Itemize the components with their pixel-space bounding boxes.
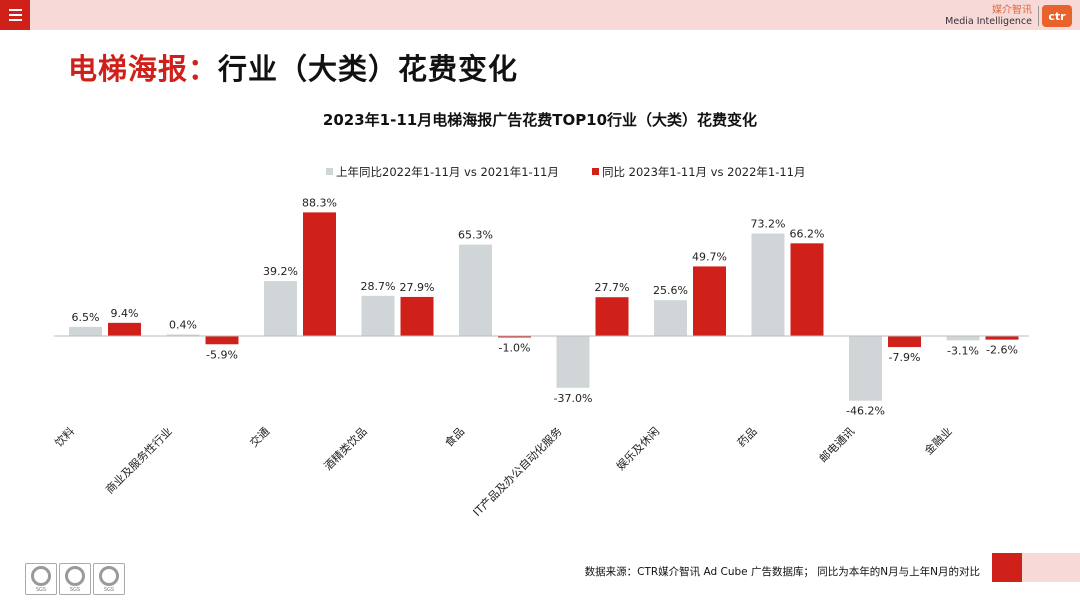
data-label: 65.3% <box>458 229 493 242</box>
data-source-note: 数据来源：CTR媒介智讯 Ad Cube 广告数据库； 同比为本年的N月与上年N… <box>584 566 980 578</box>
bar <box>303 212 336 336</box>
category-label: 金融业 <box>921 424 954 457</box>
menu-icon-line <box>8 9 22 11</box>
bar <box>361 295 395 336</box>
page-title-rest: 行业（大类）花费变化 <box>218 52 519 86</box>
bar-chart: 2023年1-11月电梯海报广告花费TOP10行业（大类）花费变化 上年同比20… <box>52 111 1029 519</box>
menu-icon-line <box>8 14 22 16</box>
bar <box>849 336 882 401</box>
bar <box>400 296 434 336</box>
page-title: 电梯海报：行业（大类）花费变化 <box>68 46 518 88</box>
footer-accent-block <box>992 553 1022 582</box>
chart-legend: 上年同比2022年1-11月 vs 2021年1-11月 同比 2023年1-11… <box>326 165 806 179</box>
chart-bars <box>69 212 1019 401</box>
bar <box>693 266 726 336</box>
data-label: 25.6% <box>653 284 688 297</box>
menu-icon-line <box>8 19 22 21</box>
data-label: -7.9% <box>889 351 921 364</box>
sgs-label: SGS <box>103 586 115 593</box>
sgs-seal-icon <box>65 565 85 586</box>
menu-button[interactable] <box>0 0 30 30</box>
data-label: 88.3% <box>302 196 337 209</box>
data-label: 39.2% <box>263 265 298 278</box>
sgs-badge: SGS <box>59 563 91 595</box>
legend-swatch <box>592 168 599 175</box>
bar <box>166 334 200 336</box>
data-label: -1.0% <box>499 342 531 355</box>
category-label: 邮电通讯 <box>817 425 857 465</box>
data-label: 9.4% <box>111 307 139 320</box>
sgs-badge: SGS <box>25 563 57 595</box>
bar <box>264 281 297 336</box>
legend-label: 上年同比2022年1-11月 vs 2021年1-11月 <box>336 165 559 179</box>
data-label: 28.7% <box>361 280 396 293</box>
top-bar <box>0 0 1080 30</box>
page-title-highlight: 电梯海报： <box>68 52 219 86</box>
data-label: -2.6% <box>986 344 1018 357</box>
data-label: 6.5% <box>72 311 100 324</box>
chart-data-labels: 6.5% 9.4% 0.4% -5.9% 39.2% 88.3% 28.7% 27.9% 65.… <box>72 196 1018 417</box>
sgs-label: SGS <box>35 586 47 593</box>
legend-label: 同比 2023年1-11月 vs 2022年1-11月 <box>602 165 806 179</box>
data-label: 27.9% <box>400 281 435 294</box>
bar <box>751 233 785 336</box>
data-label: 73.2% <box>751 218 786 231</box>
sgs-seal-icon <box>31 565 51 586</box>
data-label: 27.7% <box>595 281 630 294</box>
chart-category-labels: 饮料 商业及服务性行业 交通 酒精类饮品 食品 IT产品及办公自动化服务 娱乐及休闲 药品 邮电… <box>52 424 955 519</box>
bar <box>790 243 824 336</box>
bar <box>888 336 921 348</box>
data-label: -5.9% <box>206 348 238 361</box>
category-label: 商业及服务性行业 <box>102 424 174 496</box>
sgs-badge: SGS <box>93 563 125 595</box>
category-label: 药品 <box>735 425 760 450</box>
bar <box>946 336 980 341</box>
bar <box>108 322 141 336</box>
bar <box>595 297 629 336</box>
footer-pink-bar <box>1022 553 1080 582</box>
brand-cn: 媒介智讯 <box>992 5 1032 16</box>
data-label: 49.7% <box>692 250 727 263</box>
bar <box>654 300 687 336</box>
bar <box>205 336 239 345</box>
chart-title: 2023年1-11月电梯海报广告花费TOP10行业（大类）花费变化 <box>323 111 757 129</box>
sgs-seal-icon <box>99 565 119 586</box>
data-label: 66.2% <box>790 227 825 240</box>
category-label: 食品 <box>442 424 467 449</box>
data-label: 0.4% <box>169 319 197 332</box>
data-label: -37.0% <box>554 392 593 405</box>
data-label: -46.2% <box>846 405 885 418</box>
category-label: 娱乐及休闲 <box>613 424 662 473</box>
brand-divider <box>1038 6 1039 26</box>
category-label: IT产品及办公自动化服务 <box>470 424 565 519</box>
category-label: 酒精类饮品 <box>321 424 370 473</box>
ctr-logo: ctr <box>1042 5 1072 27</box>
bar <box>459 244 492 336</box>
bar <box>69 326 102 336</box>
brand-en: Media Intelligence <box>945 15 1032 27</box>
category-label: 交通 <box>247 424 272 449</box>
legend-swatch <box>326 168 333 175</box>
bar <box>985 336 1019 340</box>
bar <box>498 336 531 338</box>
certification-badges: SGS SGS SGS <box>25 563 125 595</box>
sgs-label: SGS <box>69 586 81 593</box>
bar <box>556 336 590 388</box>
brand-text: 媒介智讯 Media Intelligence <box>945 5 1032 27</box>
data-label: -3.1% <box>947 344 979 357</box>
category-label: 饮料 <box>52 424 77 449</box>
